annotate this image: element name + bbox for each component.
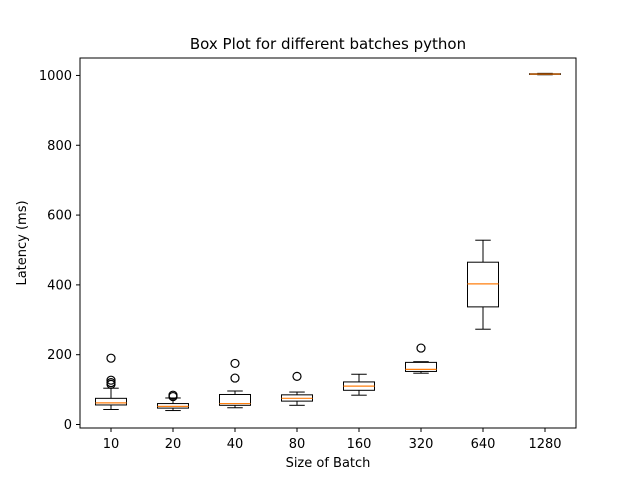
box	[405, 361, 437, 372]
box	[467, 261, 499, 308]
x-tick-label: 320	[409, 437, 434, 452]
plot-area	[79, 57, 577, 429]
x-tick-label: 1280	[528, 437, 561, 452]
box	[95, 397, 127, 406]
box-group-1280	[529, 72, 561, 76]
x-tick-label: 80	[289, 437, 306, 452]
x-tick-label: 10	[103, 437, 120, 452]
outlier-point	[230, 358, 240, 369]
box-group-80	[281, 371, 313, 406]
box-group-10	[95, 353, 127, 410]
box-group-40	[219, 358, 251, 409]
outlier-point	[106, 378, 116, 388]
box-group-20	[157, 390, 189, 412]
box	[219, 393, 251, 406]
x-tick-label: 40	[227, 437, 244, 452]
outlier-point	[106, 353, 116, 363]
axes-frame	[79, 57, 577, 429]
outlier-point	[292, 371, 302, 381]
y-tick-label: 400	[47, 278, 72, 293]
x-tick-label: 640	[471, 437, 496, 452]
outlier-point	[168, 390, 178, 400]
x-tick-label: 160	[347, 437, 372, 452]
y-tick-label: 200	[47, 348, 72, 363]
y-axis: 0 200 400 600 800 1000	[39, 69, 80, 433]
chart-title: Box Plot for different batches python	[190, 35, 466, 53]
outlier-point	[106, 375, 116, 385]
box-group-640	[467, 239, 499, 330]
x-axis: 10 20 40 80 160 320 640 1280	[103, 428, 562, 452]
y-tick-label: 1000	[39, 69, 72, 84]
box-group-160	[343, 373, 375, 396]
y-tick-label: 600	[47, 209, 72, 224]
y-tick-label: 800	[47, 139, 72, 154]
x-tick-label: 20	[165, 437, 182, 452]
outlier-point	[416, 343, 426, 353]
x-axis-label: Size of Batch	[286, 456, 371, 471]
y-tick-label: 0	[64, 418, 72, 433]
box-group-320	[405, 343, 437, 374]
y-axis-label: Latency (ms)	[15, 200, 30, 285]
outlier-point	[230, 373, 240, 383]
